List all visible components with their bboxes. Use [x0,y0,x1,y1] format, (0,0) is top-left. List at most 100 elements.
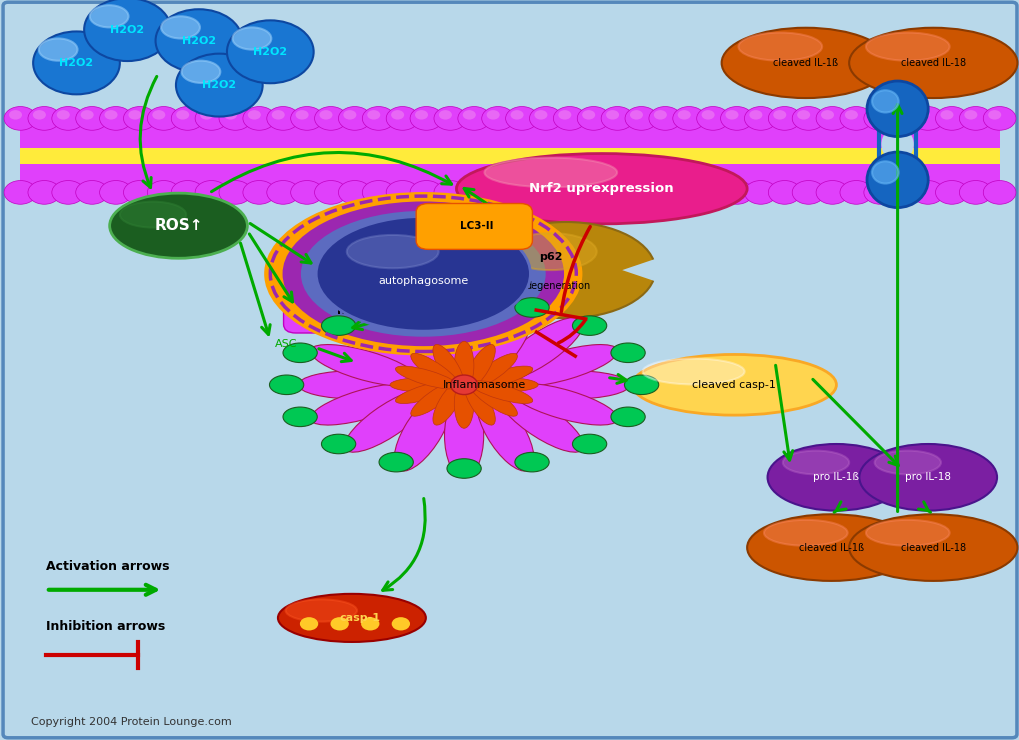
Circle shape [195,181,227,204]
Circle shape [343,110,356,120]
Circle shape [314,107,346,130]
Ellipse shape [632,354,836,415]
Circle shape [749,110,761,120]
Circle shape [648,181,681,204]
Circle shape [820,110,834,120]
Ellipse shape [515,452,548,472]
Circle shape [290,181,323,204]
Ellipse shape [285,599,357,622]
Ellipse shape [624,375,658,394]
Circle shape [267,107,300,130]
Circle shape [529,181,561,204]
Ellipse shape [346,235,438,269]
Circle shape [128,110,142,120]
Ellipse shape [446,292,481,311]
Ellipse shape [269,375,304,394]
Circle shape [673,107,705,130]
Ellipse shape [866,81,927,136]
Text: pro IL-18: pro IL-18 [904,472,951,482]
Ellipse shape [411,380,460,417]
Circle shape [219,181,252,204]
Ellipse shape [457,154,746,223]
Text: cleaved IL-18: cleaved IL-18 [900,58,965,68]
Circle shape [840,107,872,130]
Text: LC3-II: LC3-II [460,221,492,232]
Circle shape [4,107,37,130]
Ellipse shape [477,222,655,318]
Circle shape [171,181,204,204]
Ellipse shape [865,519,949,546]
Circle shape [463,110,475,120]
Circle shape [267,181,300,204]
Circle shape [271,110,284,120]
Bar [20,148,999,164]
Circle shape [219,107,252,130]
Circle shape [296,110,309,120]
Ellipse shape [470,380,532,403]
Ellipse shape [446,459,481,478]
Circle shape [458,107,490,130]
Circle shape [386,181,419,204]
Circle shape [863,107,896,130]
Circle shape [725,110,738,120]
FancyBboxPatch shape [416,204,532,249]
Text: Copyright 2004 Protein Lounge.com: Copyright 2004 Protein Lounge.com [31,716,231,727]
Circle shape [338,107,371,130]
Ellipse shape [453,341,474,390]
Circle shape [75,107,108,130]
Ellipse shape [389,377,457,392]
Circle shape [744,181,776,204]
Ellipse shape [859,444,997,511]
Circle shape [75,181,108,204]
Ellipse shape [642,359,744,385]
Circle shape [553,181,586,204]
Ellipse shape [181,61,220,83]
Circle shape [57,110,69,120]
Circle shape [840,181,872,204]
Ellipse shape [344,389,431,452]
Circle shape [557,110,571,120]
FancyBboxPatch shape [283,289,425,333]
Circle shape [987,110,1001,120]
Ellipse shape [300,617,318,630]
Circle shape [243,181,275,204]
Circle shape [410,181,442,204]
Circle shape [415,110,428,120]
Ellipse shape [783,451,848,474]
Text: autophagosome: autophagosome [378,276,468,286]
Ellipse shape [572,434,606,454]
Bar [20,164,999,192]
Circle shape [511,110,523,120]
Ellipse shape [432,380,464,425]
Ellipse shape [310,345,419,386]
Text: degeneration: degeneration [525,281,590,292]
Circle shape [887,107,919,130]
Text: p62: p62 [538,252,562,262]
Ellipse shape [871,90,898,112]
Text: H2O2: H2O2 [110,24,145,35]
Circle shape [386,107,419,130]
Circle shape [577,181,609,204]
Ellipse shape [393,392,451,471]
Text: Inhibition arrows: Inhibition arrows [46,620,165,633]
Ellipse shape [849,514,1017,581]
Circle shape [959,181,991,204]
Ellipse shape [84,0,171,61]
Circle shape [696,181,729,204]
Circle shape [916,110,928,120]
Ellipse shape [301,211,545,337]
Circle shape [33,110,46,120]
Circle shape [653,110,666,120]
Ellipse shape [484,158,616,187]
Ellipse shape [39,38,77,61]
Ellipse shape [391,617,410,630]
Circle shape [605,110,619,120]
Circle shape [982,181,1015,204]
Ellipse shape [156,10,243,73]
Circle shape [719,181,752,204]
Circle shape [433,181,466,204]
Circle shape [673,181,705,204]
Ellipse shape [766,444,905,511]
Circle shape [505,181,538,204]
Text: NLRP3: NLRP3 [336,306,377,316]
